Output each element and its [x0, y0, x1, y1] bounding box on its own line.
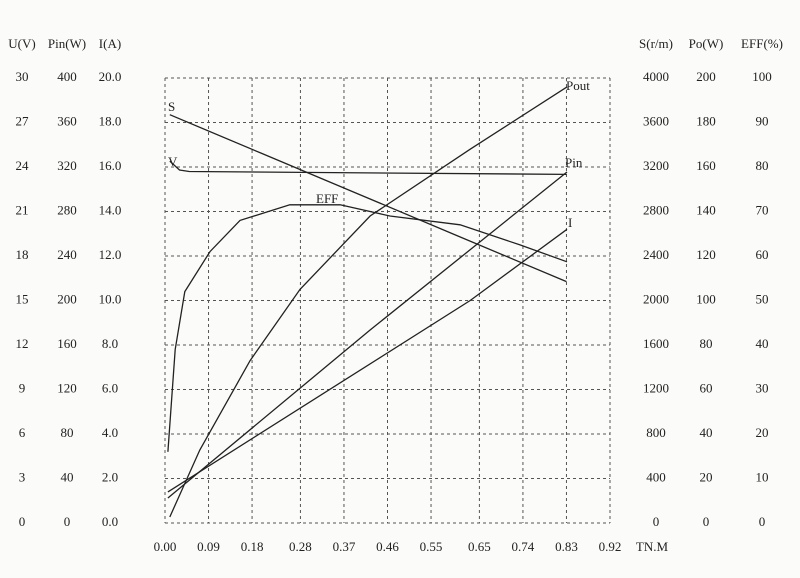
y-tick-label: 1600: [643, 336, 669, 351]
x-axis-label: TN.M: [636, 539, 669, 554]
y-tick-label: 120: [57, 380, 77, 395]
y-tick-label: 60: [756, 247, 769, 262]
x-tick-label: 0.65: [468, 539, 491, 554]
y-axis-label: S(r/m): [639, 36, 673, 51]
curve-label: V: [168, 154, 178, 169]
y-tick-label: 320: [57, 158, 77, 173]
y-tick-label: 3: [19, 469, 26, 484]
curve: [169, 86, 568, 518]
y-tick-label: 2400: [643, 247, 669, 262]
y-tick-label: 15: [16, 291, 29, 306]
y-axis-label: Po(W): [689, 36, 724, 51]
y-tick-label: 100: [752, 69, 772, 84]
y-tick-label: 4.0: [102, 425, 118, 440]
y-tick-label: 3200: [643, 158, 669, 173]
y-tick-label: 160: [57, 336, 77, 351]
y-tick-label: 0.0: [102, 514, 118, 529]
y-tick-label: 8.0: [102, 336, 118, 351]
y-tick-label: 200: [57, 291, 77, 306]
x-tick-label: 0.09: [197, 539, 220, 554]
y-tick-label: 10: [756, 469, 769, 484]
x-tick-label: 0.28: [289, 539, 312, 554]
y-tick-label: 50: [756, 291, 769, 306]
y-tick-label: 140: [696, 202, 716, 217]
y-tick-label: 240: [57, 247, 77, 262]
curve: [169, 160, 567, 176]
curve-label: S: [168, 99, 175, 114]
curve-label: Pout: [566, 78, 590, 93]
y-tick-label: 0: [64, 514, 71, 529]
y-tick-label: 24: [16, 158, 30, 173]
y-tick-label: 1200: [643, 380, 669, 395]
curve: [167, 171, 568, 499]
x-tick-label: 0.00: [154, 539, 177, 554]
x-tick-label: 0.92: [599, 539, 622, 554]
y-tick-label: 30: [756, 380, 769, 395]
y-tick-label: 0: [759, 514, 766, 529]
y-tick-label: 4000: [643, 69, 669, 84]
y-tick-label: 18.0: [99, 113, 122, 128]
y-axis-label: U(V): [8, 36, 35, 51]
y-tick-label: 2800: [643, 202, 669, 217]
y-tick-label: 9: [19, 380, 26, 395]
y-tick-label: 360: [57, 113, 77, 128]
y-tick-label: 280: [57, 202, 77, 217]
y-tick-label: 180: [696, 113, 716, 128]
y-tick-label: 2000: [643, 291, 669, 306]
y-tick-label: 12.0: [99, 247, 122, 262]
x-tick-label: 0.18: [241, 539, 264, 554]
x-tick-label: 0.83: [555, 539, 578, 554]
curve-label: I: [568, 215, 572, 230]
y-tick-label: 400: [646, 469, 666, 484]
y-tick-label: 70: [756, 202, 769, 217]
y-tick-label: 2.0: [102, 469, 118, 484]
y-axis-label: I(A): [99, 36, 121, 51]
y-tick-label: 40: [61, 469, 74, 484]
y-axis-label: EFF(%): [741, 36, 783, 51]
x-tick-label: 0.37: [333, 539, 356, 554]
y-tick-label: 800: [646, 425, 666, 440]
curve: [167, 228, 568, 493]
curve-label: Pin: [565, 155, 583, 170]
curve: [167, 204, 568, 452]
curve: [169, 114, 567, 283]
y-tick-label: 90: [756, 113, 769, 128]
y-tick-label: 20: [700, 469, 713, 484]
y-tick-label: 27: [16, 113, 30, 128]
y-tick-label: 6: [19, 425, 26, 440]
y-tick-label: 20.0: [99, 69, 122, 84]
y-tick-label: 14.0: [99, 202, 122, 217]
y-tick-label: 20: [756, 425, 769, 440]
y-tick-label: 0: [703, 514, 710, 529]
x-tick-label: 0.46: [376, 539, 399, 554]
y-tick-label: 120: [696, 247, 716, 262]
y-tick-label: 21: [16, 202, 29, 217]
x-tick-label: 0.74: [512, 539, 535, 554]
y-tick-label: 400: [57, 69, 77, 84]
x-tick-label: 0.55: [420, 539, 443, 554]
y-tick-label: 0: [653, 514, 660, 529]
y-tick-label: 80: [756, 158, 769, 173]
y-axis-label: Pin(W): [48, 36, 86, 51]
y-tick-label: 30: [16, 69, 29, 84]
y-tick-label: 6.0: [102, 380, 118, 395]
y-tick-label: 0: [19, 514, 26, 529]
y-tick-label: 80: [700, 336, 713, 351]
y-tick-label: 100: [696, 291, 716, 306]
y-tick-label: 60: [700, 380, 713, 395]
y-tick-label: 160: [696, 158, 716, 173]
y-tick-label: 40: [756, 336, 769, 351]
y-tick-label: 40: [700, 425, 713, 440]
curve-label: EFF: [316, 191, 338, 206]
y-tick-label: 3600: [643, 113, 669, 128]
y-tick-label: 10.0: [99, 291, 122, 306]
y-tick-label: 80: [61, 425, 74, 440]
y-tick-label: 200: [696, 69, 716, 84]
y-tick-label: 16.0: [99, 158, 122, 173]
y-tick-label: 18: [16, 247, 29, 262]
y-tick-label: 12: [16, 336, 29, 351]
